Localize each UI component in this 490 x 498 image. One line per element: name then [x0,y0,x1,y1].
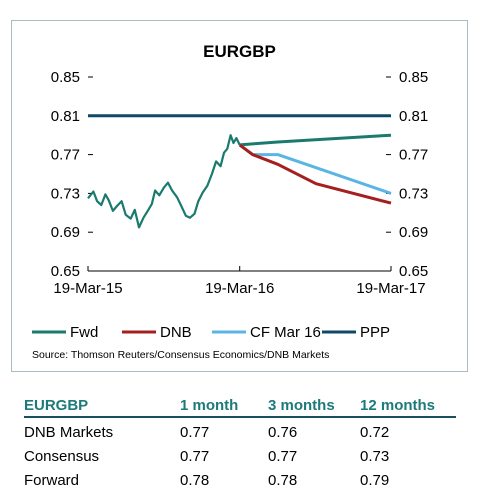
chart-source: Source: Thomson Reuters/Consensus Econom… [32,349,329,361]
table-cell: 0.78 [268,471,298,489]
table-cell: 0.77 [180,447,210,465]
table-header: 1 month [180,396,268,418]
table-cell: Forward [24,471,80,489]
table-row: Forward 0.78 0.78 0.79 [24,468,456,492]
legend-label: CF Mar 16 [250,324,321,341]
table-cell: 0.77 [268,447,298,465]
table-cell: 0.78 [180,471,210,489]
y-tick-label-right: 0.81 [399,108,428,125]
table-cell: DNB Markets [24,423,114,441]
table-cell: 0.76 [268,423,298,441]
table-cell: 0.72 [360,423,390,441]
y-tick-label-right: 0.65 [399,263,428,280]
table-header: 3 months [268,396,360,418]
table-cell: Consensus [24,447,100,465]
y-tick-label-left: 0.73 [51,185,80,202]
table-header: EURGBP [24,396,180,418]
table-header: 12 months [360,396,456,418]
y-tick-label-left: 0.69 [51,224,80,241]
x-tick-label: 19-Mar-16 [205,280,274,297]
table-row: Consensus 0.77 0.77 0.73 [24,444,456,468]
y-tick-label-left: 0.81 [51,108,80,125]
series-line-dnb [238,143,392,205]
legend-label: Fwd [70,324,98,341]
table-cell: 0.77 [180,423,210,441]
y-tick-label-left: 0.85 [51,69,80,86]
table-header-row: EURGBP 1 month 3 months 12 months [24,396,456,418]
forecast-table: EURGBP 1 month 3 months 12 months DNB Ma… [24,396,456,492]
table-cell: 0.79 [360,471,390,489]
y-tick-label-right: 0.69 [399,224,428,241]
y-tick-label-right: 0.73 [399,185,428,202]
series-line-cf-mar-16 [238,143,392,195]
y-tick-label-right: 0.85 [399,69,428,86]
chart-title: EURGBP [203,42,276,61]
y-tick-label-left: 0.65 [51,263,80,280]
y-tick-label-left: 0.77 [51,147,80,164]
legend-label: PPP [360,324,390,341]
table-row: DNB Markets 0.77 0.76 0.72 [24,417,456,444]
x-tick-label: 19-Mar-15 [53,280,122,297]
table-cell: 0.73 [360,447,390,465]
history-line [87,134,241,229]
x-tick-label: 19-Mar-17 [356,280,425,297]
chart-panel: EURGBP 0.65 0.65 0.69 0.69 0.73 0.73 0.77 0.77 0.… [11,20,468,372]
eurgbp-chart: EURGBP 0.65 0.65 0.69 0.69 0.73 0.73 0.77 0.77 0.… [32,42,428,361]
y-tick-label-right: 0.77 [399,147,428,164]
series-line-fwd [239,133,392,147]
legend-label: DNB [160,324,192,341]
